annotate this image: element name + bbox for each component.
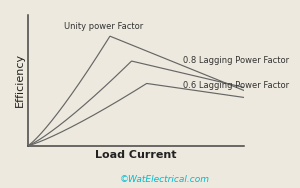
Text: ©WatElectrical.com: ©WatElectrical.com [120,175,210,184]
X-axis label: Load Current: Load Current [95,150,177,160]
Y-axis label: Efficiency: Efficiency [15,53,25,107]
Text: Unity power Factor: Unity power Factor [64,22,143,31]
Text: 0.8 Lagging Power Factor: 0.8 Lagging Power Factor [183,56,290,65]
Text: 0.6 Lagging Power Factor: 0.6 Lagging Power Factor [183,81,290,90]
